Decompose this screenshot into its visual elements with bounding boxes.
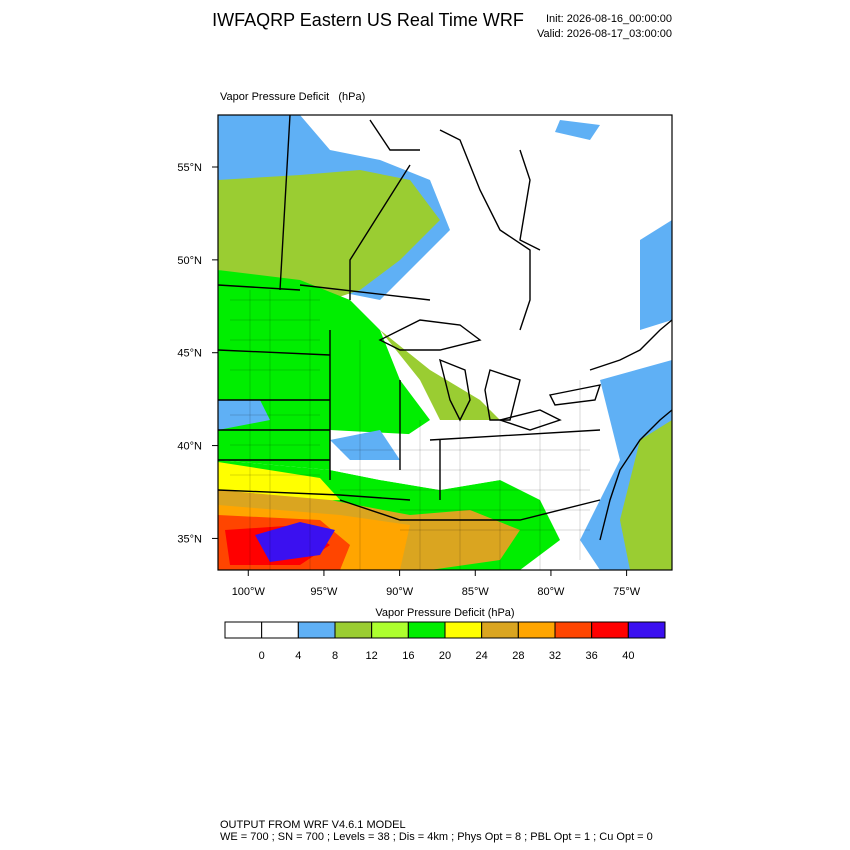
colorbar-box: [334, 621, 373, 639]
colorbar-label: 32: [549, 650, 561, 662]
x-tick-label: 80°W: [537, 586, 565, 598]
colorbar-box: [444, 621, 483, 639]
colorbar-label: 40: [622, 650, 634, 662]
colorbar-label: 8: [332, 650, 338, 662]
colorbar: 0 4 8 12 16 20 24 28 32 36 40: [224, 621, 666, 662]
colorbar-label: 16: [402, 650, 414, 662]
map: [218, 115, 672, 570]
colorbar-box: [627, 621, 666, 639]
field-olive: [218, 170, 440, 300]
colorbar-box: [224, 621, 263, 639]
y-tick-label: 50°N: [177, 255, 202, 267]
colorbar-label: 0: [259, 650, 265, 662]
x-tick-label: 90°W: [386, 586, 414, 598]
county-lines: [230, 290, 590, 570]
colorbar-label: 24: [476, 650, 488, 662]
colorbar-label: 20: [439, 650, 451, 662]
colorbar-box: [591, 621, 629, 639]
map-frame: [217, 114, 673, 571]
colorbar-box: [371, 621, 409, 639]
colorbar-title: Vapor Pressure Deficit (hPa): [375, 607, 514, 619]
y-tick-label: 45°N: [177, 348, 202, 360]
y-tick-label: 55°N: [177, 162, 202, 174]
y-tick-label: 40°N: [177, 441, 202, 453]
y-tick-label: 35°N: [177, 533, 202, 545]
x-tick-label: 85°W: [462, 586, 490, 598]
field-blue-north: [555, 120, 672, 330]
colorbar-box: [261, 621, 299, 639]
colorbar-box: [554, 621, 593, 639]
field-purple: [255, 522, 335, 562]
axes: 100°W 95°W 90°W 85°W 80°W 75°W 55°N 50°N 45°N 40°…: [177, 162, 640, 598]
colorbar-box: [481, 621, 519, 639]
x-tick-label: 95°W: [310, 586, 338, 598]
footer-line2: WE = 700 ; SN = 700 ; Levels = 38 ; Dis …: [220, 831, 653, 843]
colorbar-box: [297, 621, 336, 639]
field-white: [330, 420, 620, 500]
footer-line1: OUTPUT FROM WRF V4.6.1 MODEL: [220, 819, 406, 831]
main-title: IWFAQRP Eastern US Real Time WRF: [212, 10, 524, 30]
x-tick-label: 100°W: [232, 586, 266, 598]
field-olive-ocean: [620, 420, 672, 570]
colorbar-label: 28: [512, 650, 524, 662]
valid-time: Valid: 2026-08-17_03:00:00: [537, 28, 672, 40]
plot-title: Vapor Pressure Deficit (hPa): [220, 91, 365, 103]
colorbar-label: 4: [295, 650, 301, 662]
colorbar-box: [517, 621, 556, 639]
colorbar-label: 12: [366, 650, 378, 662]
colorbar-label: 36: [586, 650, 598, 662]
init-time: Init: 2026-08-16_00:00:00: [546, 13, 672, 25]
field-blue-3: [330, 430, 400, 460]
x-tick-label: 75°W: [613, 586, 641, 598]
colorbar-box: [407, 621, 446, 639]
